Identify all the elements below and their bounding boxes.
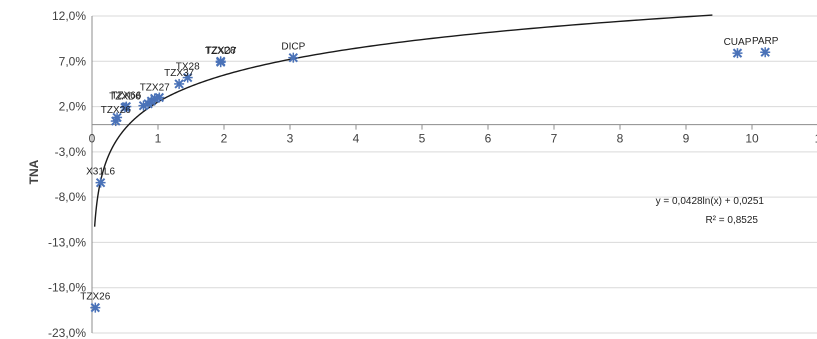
trendline-layer [93, 14, 713, 227]
y-tick-label: -3,0% [55, 145, 87, 159]
data-point [154, 92, 165, 103]
x-tick-label: 8 [617, 132, 624, 146]
data-point [112, 112, 123, 123]
data-point [732, 48, 743, 59]
data-label: TZX28 [206, 45, 236, 56]
data-label: TZX26 [80, 292, 110, 303]
x-tick-label: 2 [221, 132, 228, 146]
x-axis: 0 1 2 3 4 5 6 7 8 9 10 1 [89, 124, 817, 146]
data-point [121, 101, 132, 112]
x-tick-label: 5 [419, 132, 426, 146]
y-tick-label: 12,0% [52, 9, 86, 23]
data-point [90, 302, 101, 313]
data-points [90, 47, 771, 313]
data-label: X31L6 [86, 167, 115, 178]
data-label: TZX26 [101, 105, 131, 116]
x-tick-label: 9 [683, 132, 690, 146]
data-label: TZX37 [164, 68, 194, 79]
data-point [288, 52, 299, 63]
y-tick-label: -18,0% [48, 281, 86, 295]
y-axis: 12,0% 7,0% 2,0% -3,0% -8,0% -13,0% -18,0% -23,0… [48, 9, 93, 339]
x-tick-label: 1 [155, 132, 162, 146]
y-axis-title: TNA [27, 159, 41, 184]
data-label: TX28 [176, 62, 200, 73]
x-tick-label: 0 [89, 132, 96, 146]
data-point [760, 47, 771, 58]
data-label: PARP [752, 36, 779, 47]
x-tick-label: 3 [287, 132, 294, 146]
x-tick-label: 7 [551, 132, 558, 146]
x-tick-label: 6 [485, 132, 492, 146]
y-tick-label: -8,0% [55, 190, 87, 204]
data-point [182, 72, 193, 83]
y-tick-label: -23,0% [48, 326, 86, 339]
y-tick-label: 2,0% [59, 100, 87, 114]
y-tick-label: -13,0% [48, 235, 86, 249]
x-tick-label: 10 [745, 132, 759, 146]
data-label: TZXD6 [109, 91, 141, 102]
gridlines [92, 15, 817, 334]
data-label: TZX27 [140, 82, 170, 93]
data-label: TZXD7 [205, 46, 237, 57]
data-point [95, 177, 106, 188]
trendline [93, 14, 713, 227]
trendline-r-squared: R² = 0,8525 [705, 215, 758, 226]
x-tick-label: 1 [815, 132, 817, 146]
data-label: TZX66 [111, 91, 141, 102]
x-tick-label: 4 [353, 132, 360, 146]
data-point [215, 56, 226, 67]
data-label: DICP [281, 42, 305, 53]
data-point [174, 78, 185, 89]
y-tick-label: 7,0% [59, 54, 87, 68]
trendline-equation: y = 0,0428ln(x) + 0,0251 [656, 196, 765, 207]
data-label: CUAP [724, 37, 752, 48]
